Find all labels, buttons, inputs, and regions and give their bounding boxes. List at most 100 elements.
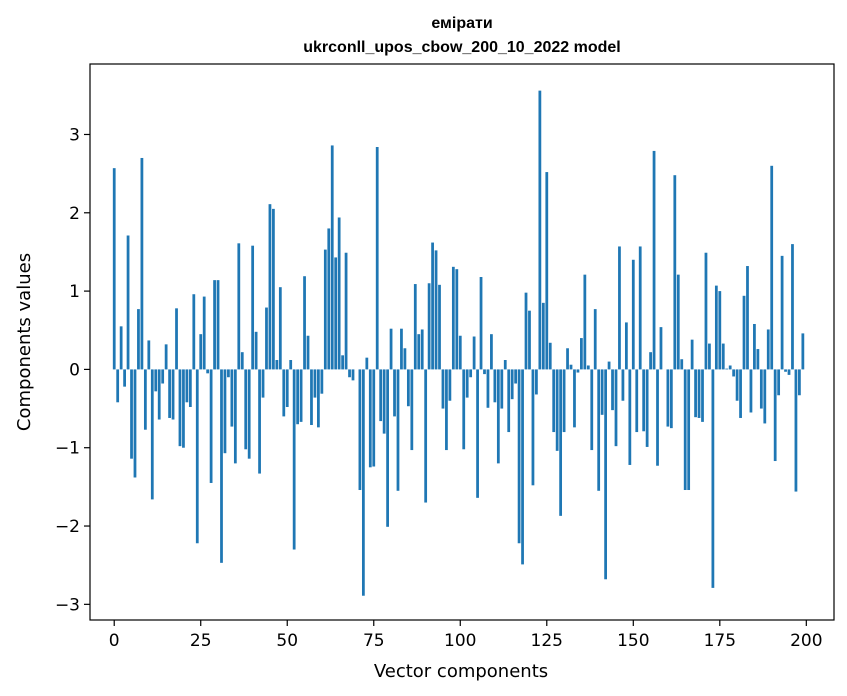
bar	[666, 369, 670, 427]
bars-group	[112, 90, 805, 596]
bar	[220, 369, 223, 563]
bar	[396, 369, 400, 491]
bar	[123, 369, 126, 387]
bar	[593, 309, 597, 370]
bar	[649, 352, 652, 370]
bar	[704, 252, 708, 370]
y-tick-label: −1	[55, 439, 80, 459]
bar	[327, 228, 331, 370]
bar	[777, 369, 781, 396]
bar	[296, 369, 300, 425]
bar	[317, 369, 320, 428]
x-tick-label: 0	[109, 631, 120, 651]
bar	[455, 269, 459, 370]
bar	[244, 369, 248, 450]
bar	[735, 369, 739, 401]
bar	[137, 309, 140, 370]
bar	[490, 334, 493, 370]
bar	[642, 369, 646, 432]
bar	[780, 255, 784, 370]
bar	[258, 369, 261, 474]
bar	[770, 165, 774, 370]
bar	[303, 276, 306, 370]
bar	[604, 369, 607, 580]
bar	[171, 369, 175, 420]
bar	[756, 349, 760, 370]
bar	[548, 342, 552, 370]
bar	[278, 287, 282, 370]
bar	[690, 339, 694, 370]
bar	[192, 294, 196, 370]
bar	[313, 369, 317, 398]
plot-frame	[89, 63, 835, 621]
bar	[652, 150, 656, 370]
bar	[247, 369, 251, 459]
bar	[209, 369, 213, 483]
bar	[202, 296, 206, 370]
bar	[227, 369, 230, 378]
bar	[344, 252, 348, 370]
bar	[299, 369, 303, 422]
bar	[417, 334, 421, 370]
bar	[168, 369, 171, 418]
bar	[393, 369, 396, 417]
bar	[275, 360, 279, 370]
bar	[742, 295, 746, 370]
bar	[514, 369, 518, 384]
bar	[330, 145, 334, 370]
bar	[600, 369, 604, 415]
bar	[458, 335, 462, 370]
bar	[230, 369, 234, 427]
bar	[348, 369, 351, 378]
bar	[618, 246, 621, 370]
bar	[161, 369, 165, 384]
bar	[199, 334, 203, 370]
bar	[188, 369, 192, 407]
bar	[182, 369, 185, 448]
bar	[576, 369, 580, 373]
bar	[185, 369, 189, 403]
bar	[358, 369, 362, 491]
bar	[337, 217, 341, 370]
bar	[413, 284, 417, 370]
bar	[240, 352, 244, 370]
bar	[507, 369, 511, 433]
bar	[306, 335, 310, 370]
bar	[119, 326, 123, 370]
bar	[607, 361, 611, 370]
bar	[400, 328, 403, 370]
bar	[638, 246, 642, 370]
bar	[517, 369, 521, 544]
bar	[368, 369, 372, 468]
bar	[157, 369, 161, 420]
bar	[545, 172, 549, 370]
bar	[223, 369, 227, 454]
bar	[773, 369, 777, 462]
bar	[701, 369, 704, 422]
bar	[673, 175, 677, 370]
bar	[445, 369, 448, 451]
bar	[133, 369, 137, 478]
bar	[535, 369, 538, 395]
bar	[268, 204, 272, 370]
bar	[621, 369, 625, 401]
bar	[465, 369, 469, 398]
bar	[510, 369, 514, 400]
bar	[438, 284, 441, 370]
x-tick-label: 150	[617, 631, 649, 651]
chart-subtitle: ukrconll_upos_cbow_200_10_2022 model	[303, 39, 620, 56]
bar	[645, 369, 649, 447]
bar	[614, 369, 618, 447]
bar	[794, 369, 798, 492]
bar	[798, 369, 801, 396]
bar	[126, 235, 130, 370]
bar	[496, 369, 500, 464]
bar	[310, 369, 313, 426]
bar	[195, 369, 199, 544]
bar	[753, 323, 756, 370]
bar	[116, 369, 120, 403]
bar	[289, 360, 293, 370]
bar	[261, 369, 265, 398]
bar	[386, 369, 389, 527]
bar	[441, 369, 445, 409]
